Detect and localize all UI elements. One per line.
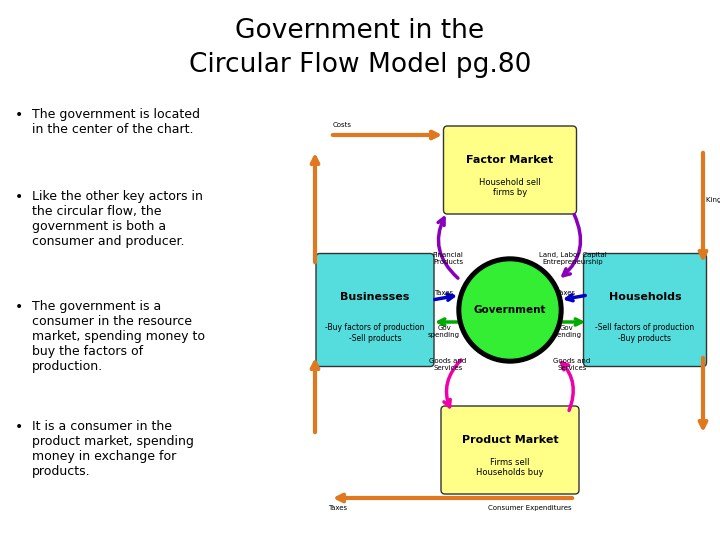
FancyBboxPatch shape (444, 126, 577, 214)
Circle shape (457, 257, 563, 363)
Text: Like the other key actors in
the circular flow, the
government is both a
consume: Like the other key actors in the circula… (32, 190, 203, 248)
Text: •: • (15, 420, 23, 434)
Text: Taxes: Taxes (434, 290, 454, 296)
Circle shape (462, 262, 558, 358)
Text: Factor Market: Factor Market (467, 156, 554, 165)
Text: Government: Government (474, 305, 546, 315)
Text: -Sell factors of production
-Buy products: -Sell factors of production -Buy product… (595, 323, 695, 343)
Text: Households: Households (608, 292, 681, 302)
Text: Land, Labor Capital
Entrepreneurship: Land, Labor Capital Entrepreneurship (539, 252, 607, 265)
Text: The government is located
in the center of the chart.: The government is located in the center … (32, 108, 200, 136)
Text: •: • (15, 108, 23, 122)
Text: Household sell
firms by: Household sell firms by (479, 178, 541, 197)
Text: Kingdom Resources, and d: Kingdom Resources, and d (706, 197, 720, 203)
Text: Taxes: Taxes (557, 290, 575, 296)
Text: Consumer Expenditures: Consumer Expenditures (488, 505, 572, 511)
Text: •: • (15, 300, 23, 314)
Text: Financial
Products: Financial Products (433, 252, 464, 265)
FancyBboxPatch shape (583, 253, 706, 367)
Text: •: • (15, 190, 23, 204)
Text: The government is a
consumer in the resource
market, spending money to
buy the f: The government is a consumer in the reso… (32, 300, 205, 373)
Text: Costs: Costs (333, 122, 352, 128)
Text: Gov
spending: Gov spending (550, 325, 582, 338)
Text: Circular Flow Model pg.80: Circular Flow Model pg.80 (189, 52, 531, 78)
Text: Taxes: Taxes (328, 505, 347, 511)
Text: Gov
spending: Gov spending (428, 325, 460, 338)
Text: Product Market: Product Market (462, 435, 558, 445)
FancyBboxPatch shape (316, 253, 434, 367)
Text: Firms sell
Households buy: Firms sell Households buy (476, 458, 544, 477)
FancyBboxPatch shape (441, 406, 579, 494)
Text: -Buy factors of production
-Sell products: -Buy factors of production -Sell product… (325, 323, 425, 343)
Text: Government in the: Government in the (235, 18, 485, 44)
Text: Goods and
Services: Goods and Services (554, 358, 590, 371)
Text: Businesses: Businesses (341, 292, 410, 302)
Text: Goods and
Services: Goods and Services (429, 358, 467, 371)
Text: It is a consumer in the
product market, spending
money in exchange for
products.: It is a consumer in the product market, … (32, 420, 194, 478)
